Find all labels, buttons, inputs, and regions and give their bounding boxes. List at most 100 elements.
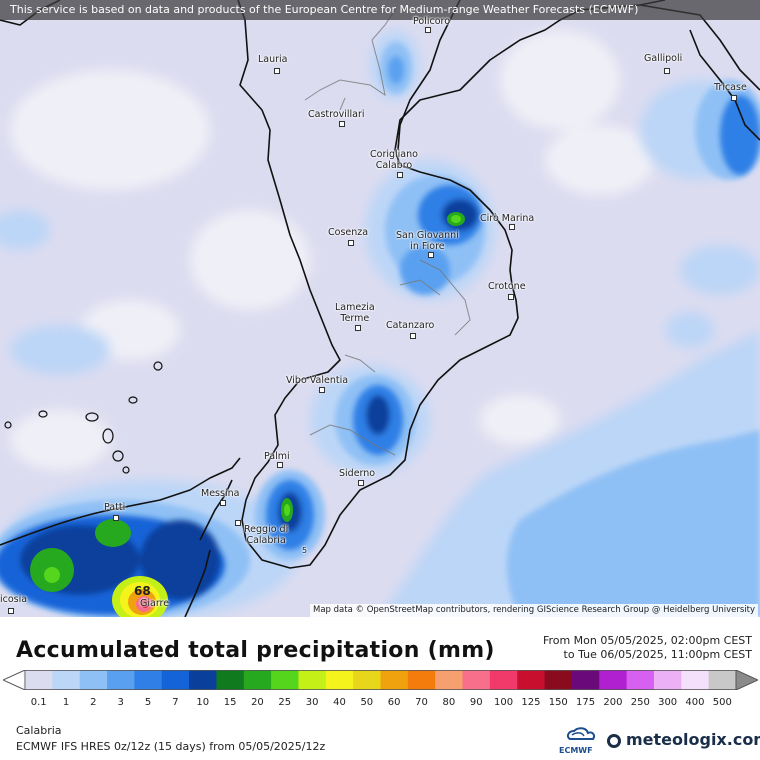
colorbar-swatch [571, 670, 600, 690]
ecmwf-logo-text: ECMWF [559, 746, 593, 755]
city-label-palmi: Palmi [264, 451, 290, 462]
colorbar-tick-label: 25 [278, 697, 292, 708]
colorbar-swatch [462, 670, 491, 690]
city-label-lamezia: Lamezia Terme [335, 302, 375, 324]
colorbar-tick-label: 100 [494, 697, 514, 708]
city-label-san-giovanni-line1: San Giovanni [396, 230, 459, 241]
city-label-reggio-line2: Calabria [246, 535, 286, 546]
city-dot [410, 333, 416, 339]
colorbar-border [24, 670, 737, 690]
precipitation-map[interactable]: This service is based on data and produc… [0, 0, 760, 617]
city-label-tricase: Tricase [714, 82, 747, 93]
colorbar-swatch [107, 670, 135, 690]
city-dot [235, 520, 241, 526]
city-label-crotone: Crotone [488, 281, 526, 292]
city-label-san-giovanni: San Giovanni in Fiore [396, 230, 459, 252]
colorbar [3, 670, 758, 690]
city-dot [274, 68, 280, 74]
city-label-lamezia-line2: Terme [340, 313, 370, 324]
city-dot [8, 608, 14, 614]
city-dot [113, 515, 119, 521]
city-label-siderno: Siderno [339, 468, 376, 479]
city-dot [397, 172, 403, 178]
colorbar-min-arrow [3, 670, 26, 690]
colorbar-labels: 0.1 1 2 3 5 7 10 15 20 25 30 40 50 60 70 80 90 100 125 150 1… [0, 697, 760, 711]
colorbar-tick-label: 200 [603, 697, 623, 708]
city-label-vibo-valentia: Vibo Valentia [286, 375, 349, 386]
city-label-san-giovanni-line2: in Fiore [410, 241, 445, 252]
city-dot [428, 252, 434, 258]
meteologix-brand[interactable]: meteologix.com [626, 730, 760, 749]
city-label-messina: Messina [201, 488, 240, 499]
city-dot [358, 480, 364, 486]
chart-title: Accumulated total precipitation (mm) [16, 638, 495, 663]
period-range: From Mon 05/05/2025, 02:00pm CEST to Tue… [543, 634, 752, 662]
ecmwf-banner: This service is based on data and produc… [0, 0, 760, 20]
city-dot [509, 224, 515, 230]
city-label-policoro: Policoro [413, 16, 451, 27]
city-label-corigliano-line2: Calabro [375, 160, 413, 171]
colorbar-tick-label: 90 [469, 697, 483, 708]
colorbar-tick-label: 7 [172, 697, 179, 708]
city-label-corigliano: Corigliano Calabro [370, 149, 418, 171]
city-label-lamezia-line1: Lamezia [335, 302, 375, 313]
colorbar-swatch [271, 670, 299, 690]
city-dot [664, 68, 670, 74]
period-to: to Tue 06/05/2025, 11:00pm CEST [563, 648, 752, 661]
city-label-castrovillari: Castrovillari [308, 109, 365, 120]
colorbar-swatch [79, 670, 108, 690]
map-attribution: Map data © OpenStreetMap contributors, r… [310, 604, 758, 617]
colorbar-swatch [216, 670, 245, 690]
colorbar-swatch [161, 670, 190, 690]
city-dot [355, 325, 361, 331]
colorbar-swatch [435, 670, 464, 690]
city-label-patti: Patti [104, 502, 126, 513]
colorbar-swatch [626, 670, 655, 690]
colorbar-swatch [708, 670, 737, 690]
city-dot [277, 462, 283, 468]
colorbar-tick-label: 40 [333, 697, 346, 708]
colorbar-tick-label: 60 [387, 697, 401, 708]
colorbar-tick-label: 500 [712, 697, 732, 708]
colorbar-swatch [653, 670, 682, 690]
colorbar-swatch [353, 670, 381, 690]
city-label-corigliano-line1: Corigliano [370, 149, 418, 160]
colorbar-tick-label: 3 [117, 697, 124, 708]
colorbar-tick-label: 70 [415, 697, 428, 708]
city-label-nicosia: icosia [0, 594, 28, 605]
colorbar-tick-label: 80 [442, 697, 456, 708]
meteologix-globe-icon [607, 734, 621, 748]
colorbar-tick-label: 175 [576, 697, 596, 708]
region-name: Calabria [16, 724, 62, 737]
colorbar-tick-label: 10 [196, 697, 210, 708]
city-dot [220, 500, 226, 506]
city-label-giarre: Giarre [140, 598, 170, 609]
colorbar-swatch [599, 670, 628, 690]
city-label-gallipoli: Gallipoli [644, 53, 683, 64]
colorbar-swatch [517, 670, 546, 690]
colorbar-tick-label: 300 [658, 697, 678, 708]
city-label-ciro-marina: Cirò Marina [480, 213, 535, 224]
period-from: From Mon 05/05/2025, 02:00pm CEST [542, 634, 752, 647]
colorbar-swatch [407, 670, 436, 690]
colorbar-swatch [25, 670, 53, 690]
city-dot [425, 27, 431, 33]
model-info: ECMWF IFS HRES 0z/12z (15 days) from 05/… [16, 740, 326, 753]
precip-value-label: 5 [302, 546, 308, 555]
ecmwf-logo-icon [566, 727, 596, 740]
colorbar-tick-label: 2 [90, 697, 97, 708]
colorbar-tick-label: 1 [62, 697, 70, 708]
colorbar-tick-label: 20 [251, 697, 264, 708]
max-precip-value: 68 [134, 584, 151, 598]
colorbar-swatch [52, 670, 81, 690]
colorbar-tick-label: 30 [305, 697, 319, 708]
colorbar-swatch [298, 670, 327, 690]
colorbar-max-arrow [735, 670, 758, 690]
colorbar-tick-label: 0.1 [30, 697, 47, 708]
colorbar-swatch [380, 670, 409, 690]
colorbar-swatch [189, 670, 217, 690]
city-dot [731, 95, 737, 101]
colorbar-swatch [681, 670, 710, 690]
map-canvas [0, 0, 760, 617]
city-label-catanzaro: Catanzaro [386, 320, 435, 331]
